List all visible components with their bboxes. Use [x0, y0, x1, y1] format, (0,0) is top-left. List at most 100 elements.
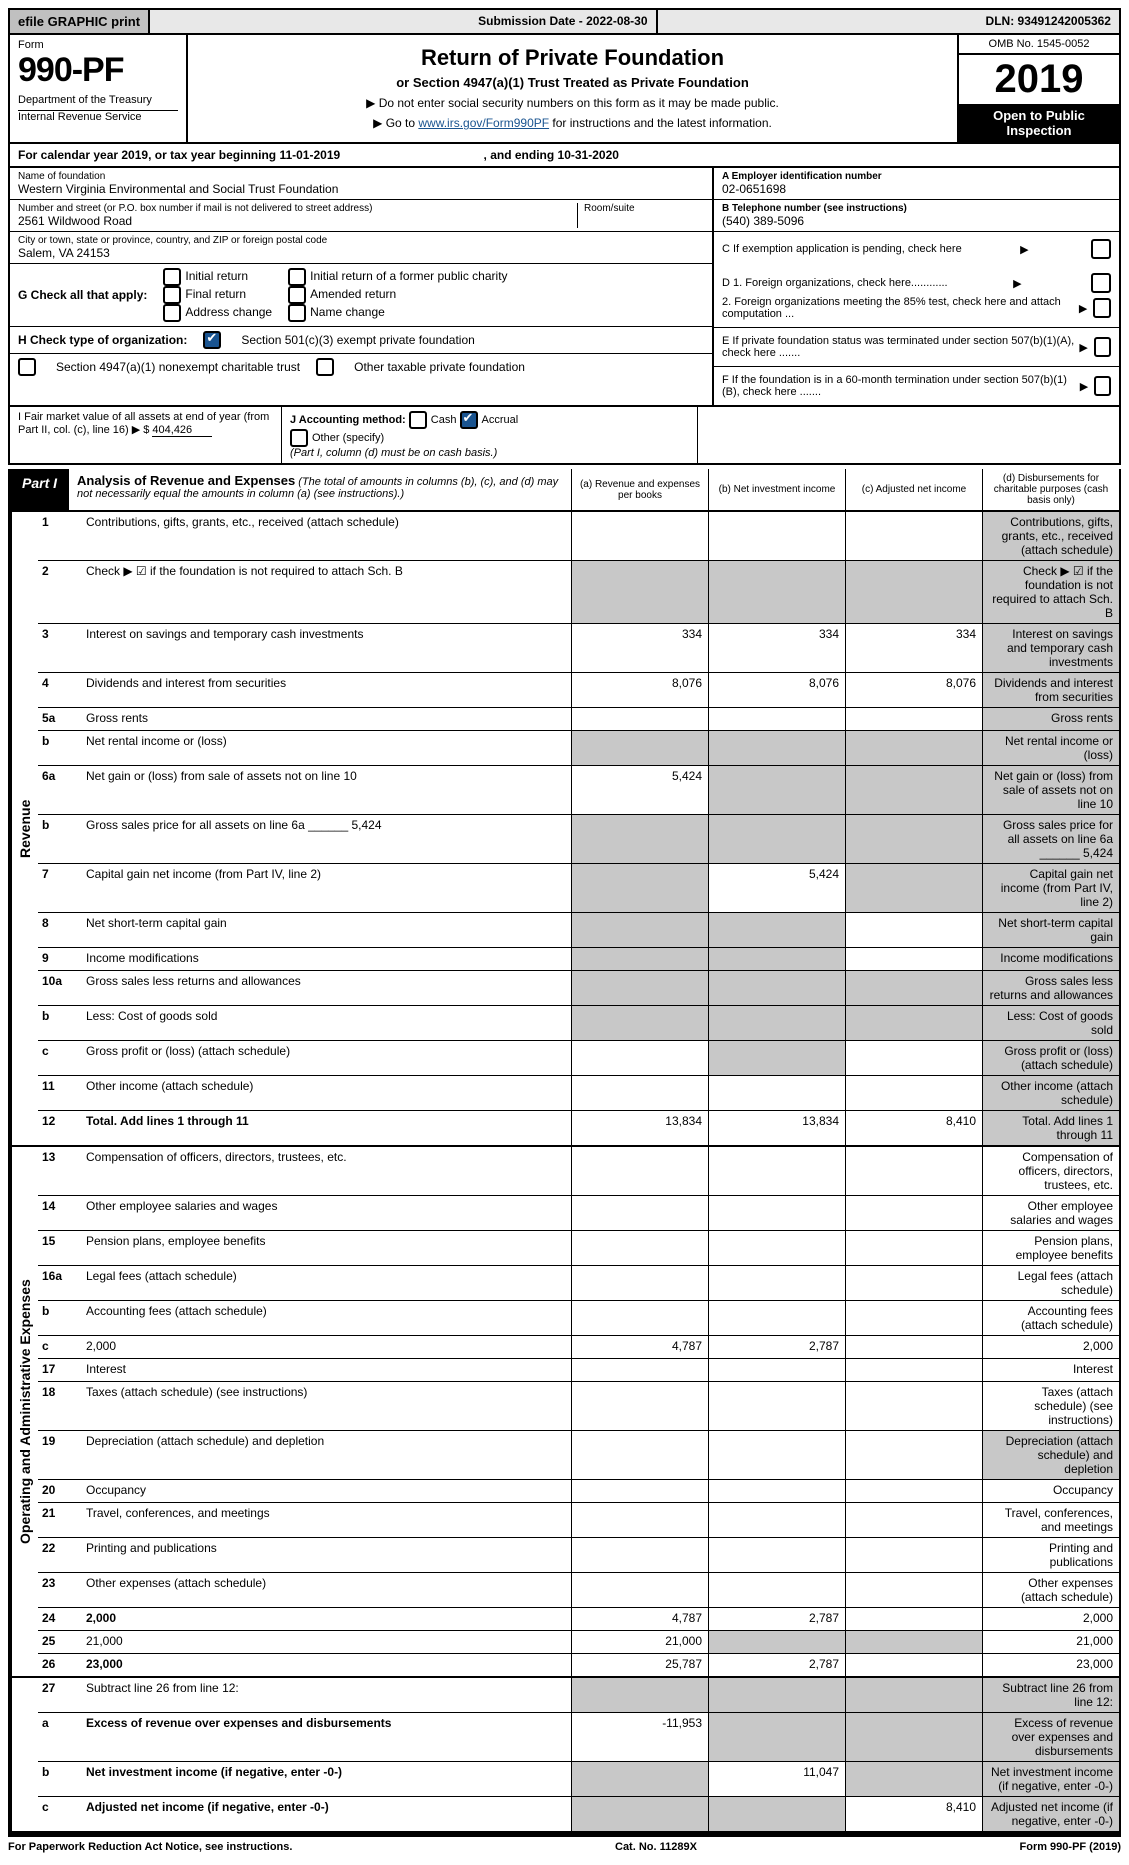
value-cell-d: Gross sales price for all assets on line… — [982, 815, 1119, 863]
value-cell-a — [571, 864, 708, 912]
entity-info: Name of foundation Western Virginia Envi… — [8, 168, 1121, 407]
form-title: Return of Private Foundation — [200, 45, 945, 71]
fmv-value: 404,426 — [152, 424, 212, 437]
status-terminated-checkbox[interactable] — [1094, 337, 1111, 357]
value-cell-a — [571, 1797, 708, 1831]
city-label: City or town, state or province, country… — [18, 235, 704, 246]
line-description: Gross rents — [82, 708, 571, 730]
line-number: c — [38, 1336, 82, 1358]
table-row: 20OccupancyOccupancy — [38, 1480, 1119, 1503]
other-method-checkbox[interactable] — [290, 429, 308, 447]
value-cell-d: Gross sales less returns and allowances — [982, 971, 1119, 1005]
value-cell-a — [571, 815, 708, 863]
line-number: 5a — [38, 708, 82, 730]
value-cell-c: 8,410 — [845, 1797, 982, 1831]
dln: DLN: 93491242005362 — [978, 10, 1119, 33]
value-cell-c — [845, 1231, 982, 1265]
value-cell-a — [571, 913, 708, 947]
name-label: Name of foundation — [18, 171, 704, 182]
value-cell-b: 2,787 — [708, 1336, 845, 1358]
value-cell-c — [845, 1382, 982, 1430]
irs-label: Internal Revenue Service — [18, 110, 178, 123]
table-row: c2,0004,7872,7872,000 — [38, 1336, 1119, 1359]
value-cell-a: 4,787 — [571, 1336, 708, 1358]
table-row: 9Income modificationsIncome modification… — [38, 948, 1119, 971]
value-cell-d: Occupancy — [982, 1480, 1119, 1502]
value-cell-c — [845, 731, 982, 765]
cash-checkbox[interactable] — [409, 411, 427, 429]
final-return-checkbox[interactable] — [163, 286, 181, 304]
value-cell-b: 13,834 — [708, 1111, 845, 1145]
other-taxable-checkbox[interactable] — [316, 358, 334, 376]
efile-print-button[interactable]: efile GRAPHIC print — [10, 10, 150, 33]
value-cell-c — [845, 1678, 982, 1712]
value-cell-a — [571, 1431, 708, 1479]
line-description: Contributions, gifts, grants, etc., rece… — [82, 512, 571, 560]
form-subtitle: or Section 4947(a)(1) Trust Treated as P… — [200, 75, 945, 90]
value-cell-d: Printing and publications — [982, 1538, 1119, 1572]
value-cell-d: Gross rents — [982, 708, 1119, 730]
4947a1-checkbox[interactable] — [18, 358, 36, 376]
table-row: 242,0004,7872,7872,000 — [38, 1608, 1119, 1631]
line-description: Occupancy — [82, 1480, 571, 1502]
amended-return-checkbox[interactable] — [288, 286, 306, 304]
value-cell-d: Less: Cost of goods sold — [982, 1006, 1119, 1040]
value-cell-d: 2,000 — [982, 1608, 1119, 1630]
line-number: 25 — [38, 1631, 82, 1653]
table-row: 3Interest on savings and temporary cash … — [38, 624, 1119, 673]
line-number: 3 — [38, 624, 82, 672]
exemption-pending-checkbox[interactable] — [1091, 239, 1111, 259]
accrual-checkbox[interactable] — [460, 411, 478, 429]
value-cell-c — [845, 971, 982, 1005]
line-description: Interest — [82, 1359, 571, 1381]
value-cell-c — [845, 1654, 982, 1676]
line-description: Other employee salaries and wages — [82, 1196, 571, 1230]
bullet-link: ▶ Go to www.irs.gov/Form990PF for instru… — [200, 116, 945, 130]
foreign-org-checkbox[interactable] — [1091, 273, 1111, 293]
value-cell-d: Net investment income (if negative, ente… — [982, 1762, 1119, 1796]
table-row: cAdjusted net income (if negative, enter… — [38, 1797, 1119, 1831]
line-description: Travel, conferences, and meetings — [82, 1503, 571, 1537]
foreign-85-checkbox[interactable] — [1093, 298, 1111, 318]
initial-return-checkbox[interactable] — [163, 268, 181, 286]
expenses-side-label: Operating and Administrative Expenses — [10, 1147, 38, 1676]
line-description: Net rental income or (loss) — [82, 731, 571, 765]
value-cell-c: 334 — [845, 624, 982, 672]
line-description: Printing and publications — [82, 1538, 571, 1572]
value-cell-a: 4,787 — [571, 1608, 708, 1630]
value-cell-b — [708, 708, 845, 730]
table-row: bNet investment income (if negative, ent… — [38, 1762, 1119, 1797]
value-cell-b — [708, 1266, 845, 1300]
line-description: Check ▶ ☑ if the foundation is not requi… — [82, 561, 571, 623]
section-e: E If private foundation status was termi… — [722, 335, 1077, 359]
table-row: 7Capital gain net income (from Part IV, … — [38, 864, 1119, 913]
value-cell-b — [708, 766, 845, 814]
address-change-checkbox[interactable] — [163, 304, 181, 322]
line-description: Net investment income (if negative, ente… — [82, 1762, 571, 1796]
value-cell-d: Dividends and interest from securities — [982, 673, 1119, 707]
value-cell-b — [708, 1006, 845, 1040]
value-cell-b: 2,787 — [708, 1654, 845, 1676]
line-number: 14 — [38, 1196, 82, 1230]
line-number: c — [38, 1797, 82, 1831]
501c3-checkbox[interactable] — [203, 331, 221, 349]
value-cell-a — [571, 1480, 708, 1502]
initial-former-checkbox[interactable] — [288, 268, 306, 286]
instructions-link[interactable]: www.irs.gov/Form990PF — [418, 116, 549, 130]
value-cell-a — [571, 1301, 708, 1335]
value-cell-a: -11,953 — [571, 1713, 708, 1761]
value-cell-c — [845, 1631, 982, 1653]
value-cell-c — [845, 1041, 982, 1075]
value-cell-b — [708, 1196, 845, 1230]
name-change-checkbox[interactable] — [288, 304, 306, 322]
expenses-section: Operating and Administrative Expenses 13… — [8, 1147, 1121, 1678]
section-h-line2: Section 4947(a)(1) nonexempt charitable … — [10, 354, 712, 380]
value-cell-d: Other employee salaries and wages — [982, 1196, 1119, 1230]
value-cell-b — [708, 1503, 845, 1537]
value-cell-d: Subtract line 26 from line 12: — [982, 1678, 1119, 1712]
value-cell-a: 13,834 — [571, 1111, 708, 1145]
line-description: Net short-term capital gain — [82, 913, 571, 947]
line-number: 11 — [38, 1076, 82, 1110]
60month-checkbox[interactable] — [1094, 376, 1111, 396]
line-number: 18 — [38, 1382, 82, 1430]
